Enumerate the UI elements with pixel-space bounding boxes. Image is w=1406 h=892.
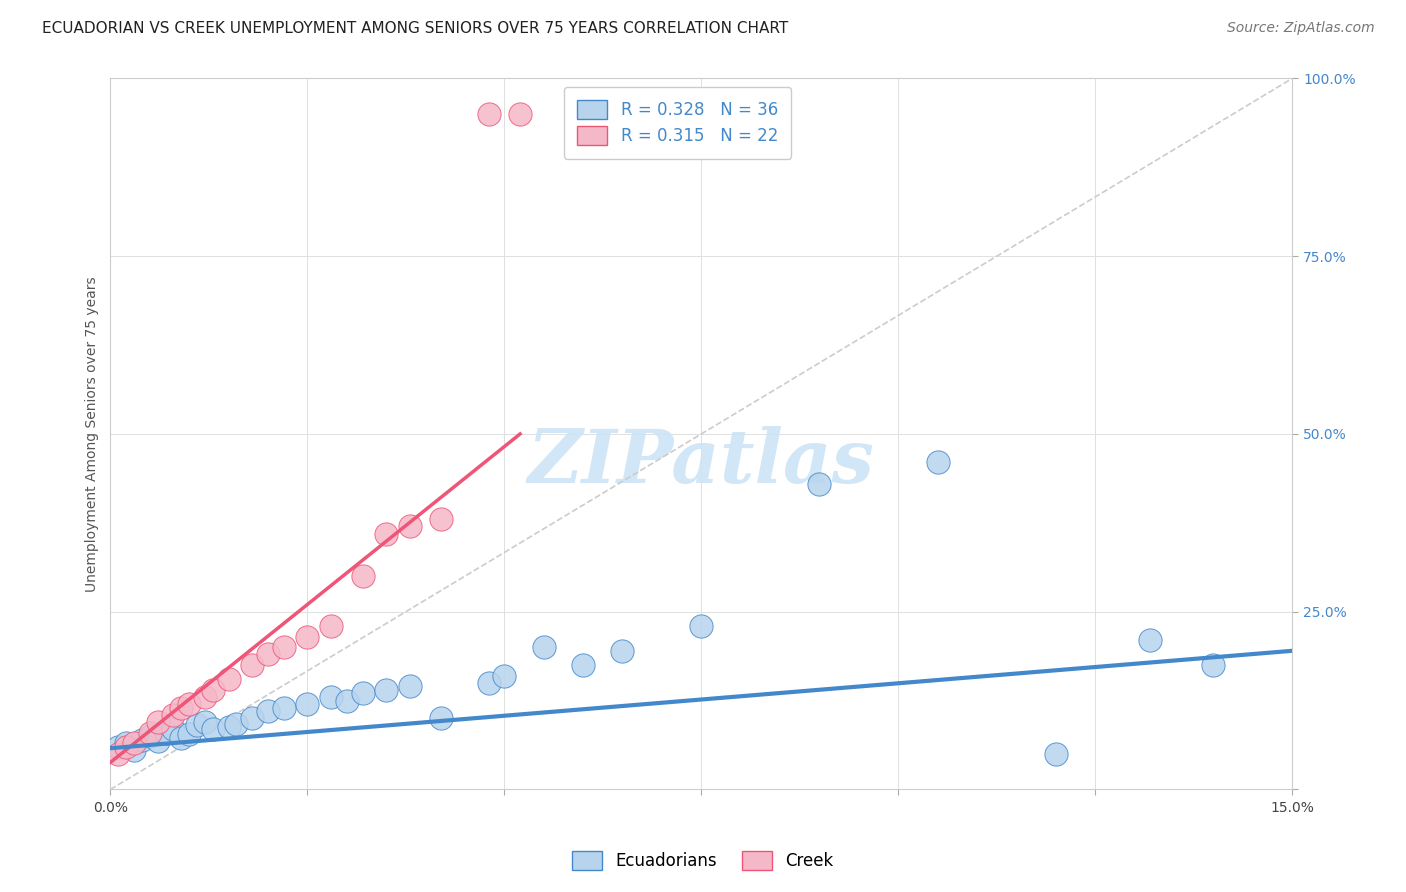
Point — [690, 619, 713, 633]
Point — [218, 720, 240, 734]
Point — [201, 722, 224, 736]
Point — [139, 729, 162, 743]
Point — [179, 697, 201, 711]
Legend: Ecuadorians, Creek: Ecuadorians, Creek — [565, 844, 841, 877]
Point — [179, 727, 201, 741]
Point — [194, 690, 217, 704]
Point — [201, 682, 224, 697]
Point — [297, 697, 319, 711]
Point — [131, 732, 153, 747]
Point — [146, 714, 169, 729]
Point — [1139, 633, 1161, 648]
Point — [1202, 658, 1225, 673]
Point — [107, 747, 129, 761]
Point — [257, 704, 280, 718]
Point — [139, 725, 162, 739]
Point — [107, 739, 129, 754]
Point — [430, 711, 453, 725]
Point — [122, 743, 145, 757]
Point — [927, 455, 949, 469]
Point — [375, 526, 398, 541]
Point — [170, 731, 193, 746]
Point — [225, 717, 247, 731]
Point — [319, 619, 342, 633]
Point — [398, 519, 420, 533]
Point — [170, 700, 193, 714]
Point — [146, 734, 169, 748]
Point — [240, 658, 263, 673]
Point — [509, 107, 531, 121]
Point — [375, 682, 398, 697]
Point — [808, 476, 831, 491]
Point — [186, 718, 208, 732]
Point — [297, 630, 319, 644]
Point — [336, 693, 359, 707]
Point — [155, 725, 177, 739]
Point — [218, 672, 240, 686]
Text: Source: ZipAtlas.com: Source: ZipAtlas.com — [1227, 21, 1375, 35]
Point — [240, 711, 263, 725]
Point — [572, 658, 595, 673]
Y-axis label: Unemployment Among Seniors over 75 years: Unemployment Among Seniors over 75 years — [86, 277, 100, 591]
Point — [612, 644, 634, 658]
Point — [162, 722, 184, 736]
Text: ZIPatlas: ZIPatlas — [527, 426, 875, 499]
Point — [352, 569, 374, 583]
Point — [273, 700, 295, 714]
Point — [273, 640, 295, 655]
Point — [477, 107, 499, 121]
Point — [115, 736, 138, 750]
Point — [477, 675, 499, 690]
Point — [162, 707, 184, 722]
Point — [115, 739, 138, 754]
Point — [319, 690, 342, 704]
Point — [257, 648, 280, 662]
Point — [1045, 747, 1067, 761]
Point — [430, 512, 453, 526]
Point — [398, 679, 420, 693]
Legend: R = 0.328   N = 36, R = 0.315   N = 22: R = 0.328 N = 36, R = 0.315 N = 22 — [564, 87, 792, 159]
Point — [352, 686, 374, 700]
Point — [494, 669, 516, 683]
Point — [533, 640, 555, 655]
Point — [122, 736, 145, 750]
Point — [194, 714, 217, 729]
Text: ECUADORIAN VS CREEK UNEMPLOYMENT AMONG SENIORS OVER 75 YEARS CORRELATION CHART: ECUADORIAN VS CREEK UNEMPLOYMENT AMONG S… — [42, 21, 789, 36]
